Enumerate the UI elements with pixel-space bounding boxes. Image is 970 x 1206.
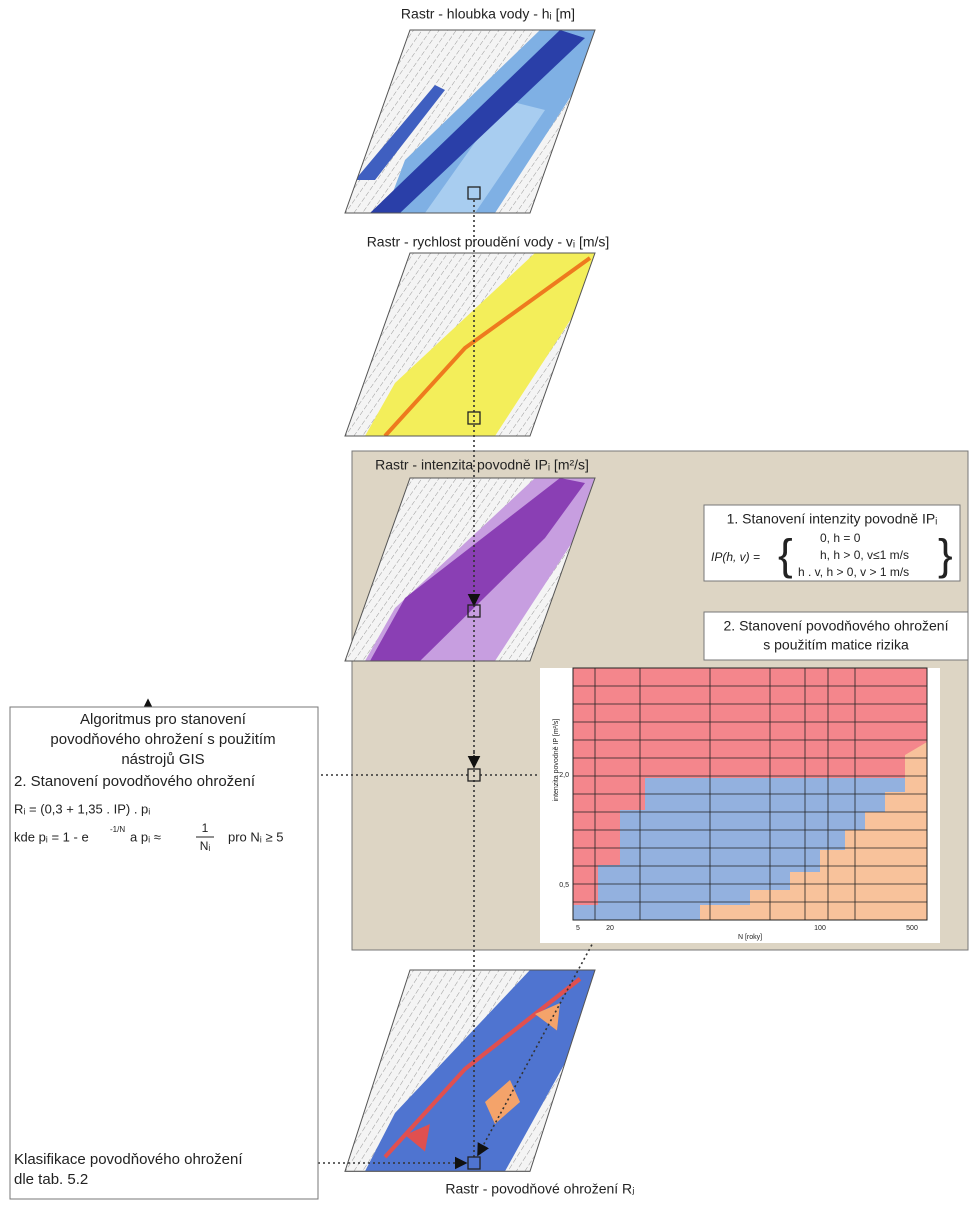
formula: -1/N [110,825,125,834]
risk-matrix [540,667,940,943]
x-tick-label: 500 [906,925,918,932]
classification: Klasifikace povodňového ohrožení [14,1151,243,1168]
shape [344,252,596,437]
axis-label: intenzita povodně IP [m²/s] [553,719,560,802]
formula: kde pᵢ = 1 - e [14,829,89,844]
formula: pro Nᵢ ≥ 5 [228,829,283,844]
formula-case: 0, h = 0 [820,531,861,545]
shape [365,970,595,1172]
x-tick-label: 5 [576,925,580,932]
formula: IP(h, v) = [711,550,760,564]
layer-label: Rastr - povodňové ohrožení Rⱼ [445,1181,634,1197]
shape [425,100,545,213]
formula: Nᵢ [200,839,211,853]
layer-label: Rastr - hloubka vody - hᵢ [m] [401,6,575,22]
intensity-box [703,504,961,582]
box-title: nástrojů GIS [121,751,204,768]
shape [344,29,596,214]
formula: Rᵢ = (0,3 + 1,35 . IP) . pᵢ [14,801,150,816]
brace: { [778,531,793,580]
map-velocity [344,252,596,437]
y-tick-label: 2,0 [559,772,569,779]
shape [467,604,481,618]
map-hazard [344,969,596,1172]
shape [365,253,595,436]
shape [467,768,481,782]
step: 2. Stanovení povodňového ohrožení [14,773,256,790]
shape [467,1156,481,1170]
shape [383,256,592,436]
layer-label: Rastr - intenzita povodně IPᵢ [m²/s] [375,457,589,473]
map-depth [344,29,596,214]
formula-case: h . v, h > 0, v > 1 m/s [798,565,909,579]
y-tick-label: 0,5 [559,882,569,889]
x-tick-label: 100 [814,925,826,932]
shape [355,85,445,180]
shape [370,478,585,661]
box-title: 2. Stanovení povodňového ohrožení [724,618,949,634]
shape [573,668,927,920]
box-title: povodňového ohrožení s použitím [50,731,275,748]
layer-label: Rastr - rychlost proudění vody - vᵢ [m/s… [367,234,610,250]
formula: a pᵢ ≈ [130,829,161,844]
algorithm-box [9,706,319,1200]
classification: dle tab. 5.2 [14,1171,88,1188]
shape [383,977,582,1159]
shape [467,186,481,200]
shape [405,1124,430,1152]
shape [345,30,595,213]
shape [700,742,927,920]
shape [345,253,595,436]
shape [345,970,595,1172]
shape [370,30,585,213]
brace: } [938,531,953,580]
shape [344,477,596,662]
shape [535,1003,560,1031]
shape [572,667,928,921]
box-title: Algoritmus pro stanovení [80,711,247,728]
shape [485,1080,520,1124]
formula-case: h, h > 0, v≤1 m/s [820,548,909,562]
x-tick-label: 20 [606,925,614,932]
formula: 1 [202,821,209,835]
box-title: s použitím matice rizika [763,637,909,653]
shape [344,969,596,1172]
box-title: 1. Stanovení intenzity povodně IPᵢ [727,511,938,527]
shape [467,411,481,425]
matrix-box [703,611,969,661]
axis-label: N [roky] [738,934,762,941]
